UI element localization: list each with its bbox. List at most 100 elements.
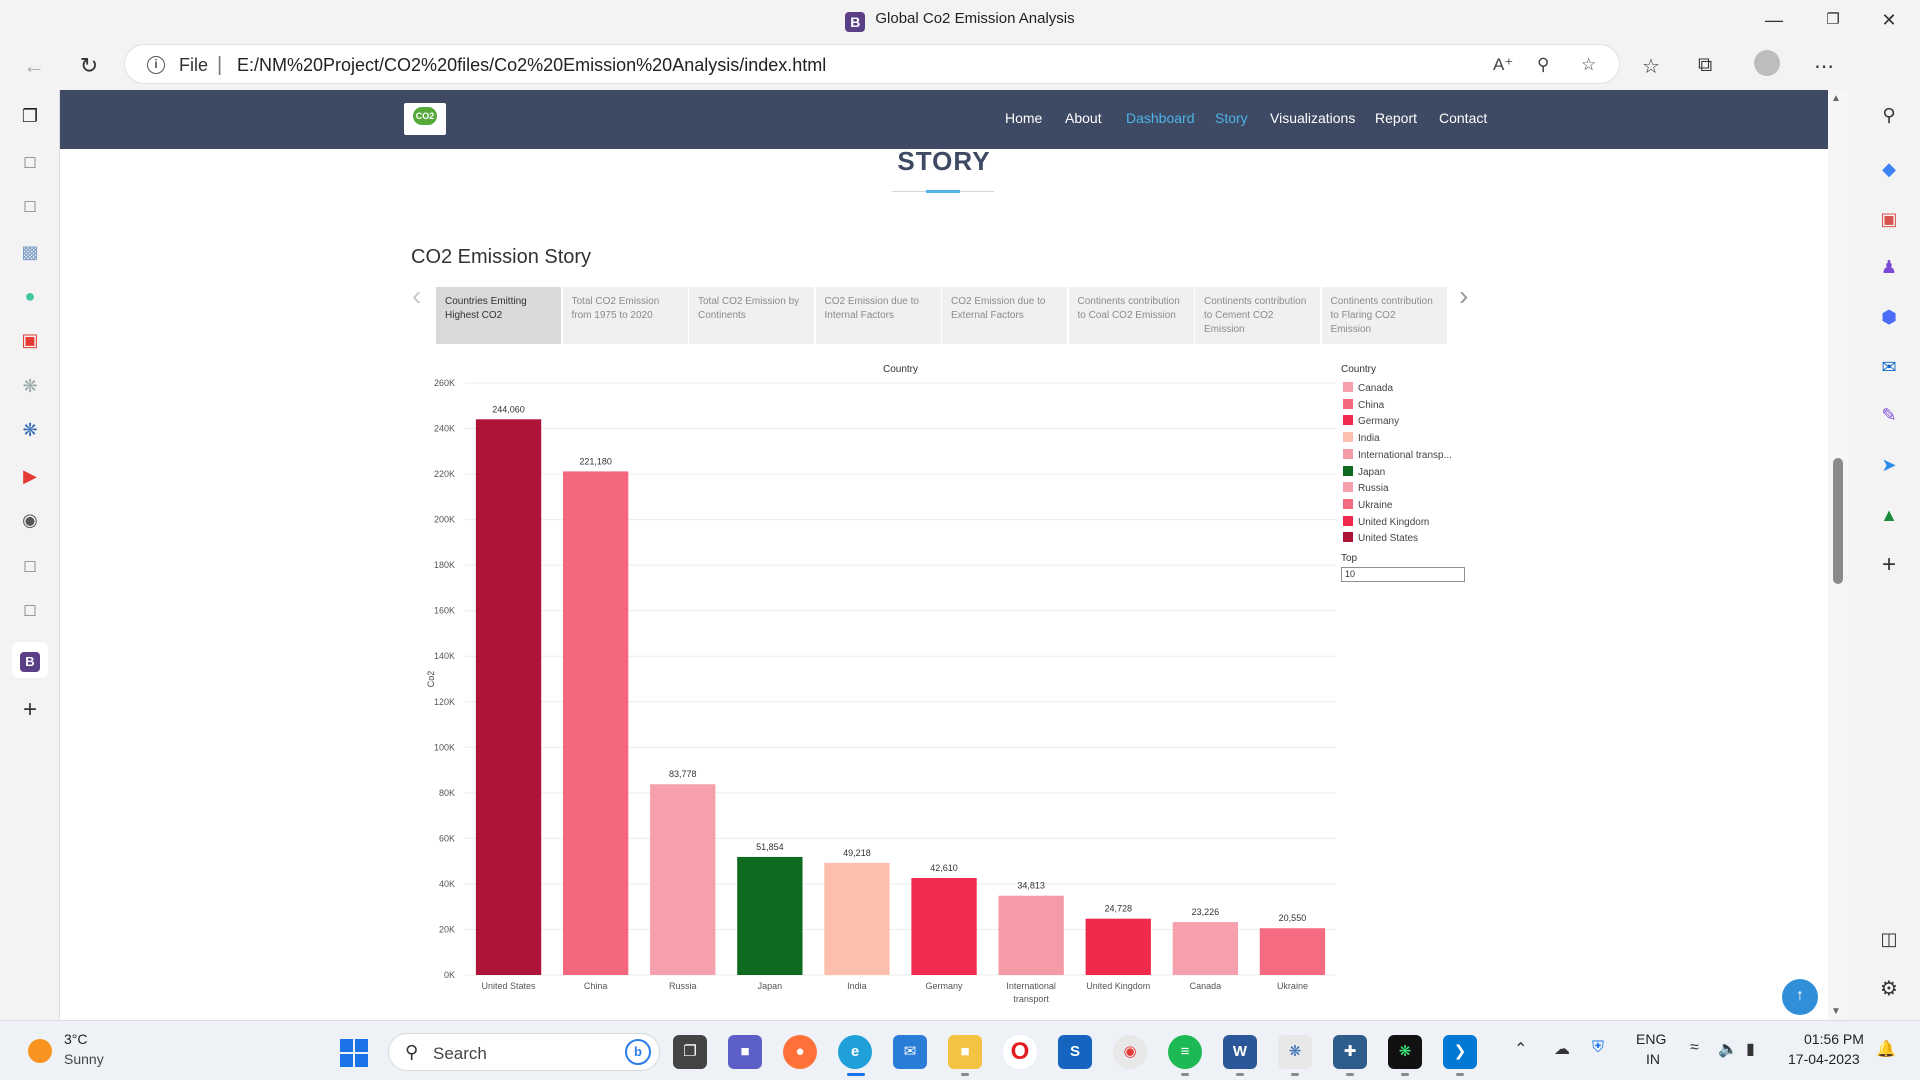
profile-avatar-icon[interactable] <box>1754 50 1780 76</box>
clock-date[interactable]: 17-04-2023 <box>1788 1051 1860 1067</box>
new-tab-icon[interactable]: + <box>22 696 37 723</box>
legend-item[interactable]: Ukraine <box>1343 498 1392 511</box>
send-icon[interactable]: ➤ <box>1881 455 1897 475</box>
tab-page-icon[interactable]: □ <box>24 556 36 576</box>
taskbar-search[interactable]: ⚲ Search b <box>388 1033 660 1071</box>
edge-icon[interactable]: e <box>838 1035 872 1069</box>
sidebar-layout-icon[interactable]: ◫ <box>1880 929 1898 949</box>
tab-active-site-icon[interactable]: B <box>12 642 48 678</box>
vscode-icon[interactable]: ❯ <box>1443 1035 1477 1069</box>
onedrive-cloud-icon[interactable]: ☁ <box>1554 1041 1570 1058</box>
app-graph-icon[interactable]: ✚ <box>1333 1035 1367 1069</box>
legend-item[interactable]: Germany <box>1343 415 1399 427</box>
wifi-icon[interactable]: ≈ <box>1690 1039 1699 1056</box>
tab-actions-icon[interactable]: ❐ <box>21 106 39 126</box>
tab-green-circle-icon[interactable]: ● <box>24 286 36 306</box>
language-indicator[interactable]: ENG <box>1636 1031 1667 1047</box>
clock-time[interactable]: 01:56 PM <box>1804 1031 1864 1047</box>
designer-icon[interactable]: ✎ <box>1881 405 1897 425</box>
microsoft-365-icon[interactable]: ⬢ <box>1881 307 1897 327</box>
volume-icon[interactable]: 🔈 <box>1718 1041 1738 1058</box>
close-icon[interactable]: ✕ <box>1881 10 1897 30</box>
tab-github-icon[interactable]: ◉ <box>22 510 38 530</box>
language-region[interactable]: IN <box>1646 1051 1660 1067</box>
opera-icon[interactable]: O <box>1003 1035 1037 1069</box>
app-green-icon[interactable]: ❋ <box>1388 1035 1422 1069</box>
story-tab[interactable]: Total CO2 Emission from 1975 to 2020 <box>562 287 688 344</box>
nav-home[interactable]: Home <box>1005 110 1043 126</box>
tools-briefcase-icon[interactable]: ▣ <box>1880 209 1898 229</box>
settings-gear-icon[interactable]: ⚙ <box>1880 978 1898 1000</box>
nav-report[interactable]: Report <box>1375 110 1418 126</box>
site-info-icon[interactable]: i <box>147 56 165 74</box>
firefox-icon[interactable]: ● <box>783 1035 817 1069</box>
start-menu-icon[interactable] <box>340 1039 368 1067</box>
story-tab[interactable]: CO2 Emission due to Internal Factors <box>815 287 941 344</box>
outlook-icon[interactable]: ✉ <box>1881 357 1897 377</box>
tab-pdf-icon[interactable]: ▣ <box>21 330 39 350</box>
story-tab[interactable]: Continents contribution to Coal CO2 Emis… <box>1068 287 1194 344</box>
tab-image-icon[interactable]: ▩ <box>21 242 39 262</box>
scrollbar-thumb[interactable] <box>1833 458 1843 584</box>
security-shield-icon[interactable]: ⛨ <box>1592 1039 1605 1056</box>
task-view-icon[interactable]: ❐ <box>673 1035 707 1069</box>
story-tab[interactable]: Continents contribution to Flaring CO2 E… <box>1321 287 1447 344</box>
legend-item[interactable]: China <box>1343 398 1384 411</box>
mail-icon[interactable]: ✉ <box>893 1035 927 1069</box>
story-tab[interactable]: Continents contribution to Cement CO2 Em… <box>1195 287 1320 344</box>
word-icon[interactable]: W <box>1223 1035 1257 1069</box>
story-tab[interactable]: Countries Emitting Highest CO2 <box>436 287 561 344</box>
battery-icon[interactable]: ▮ <box>1746 1041 1755 1058</box>
search-icon[interactable]: ⚲ <box>1882 105 1896 125</box>
tab-youtube-icon[interactable]: ▶ <box>23 466 37 486</box>
scroll-down-icon[interactable]: ▼ <box>1831 1006 1841 1017</box>
tab-tableau-icon[interactable]: ❋ <box>22 420 38 440</box>
read-aloud-icon[interactable]: A⁺ <box>1493 55 1514 74</box>
site-logo[interactable]: CO2 <box>404 103 446 135</box>
weather-condition[interactable]: Sunny <box>64 1051 104 1067</box>
tabs-next-icon[interactable]: › <box>1459 280 1469 311</box>
address-url[interactable]: E:/NM%20Project/CO2%20files/Co2%20Emissi… <box>237 55 827 75</box>
legend-item[interactable]: Canada <box>1343 382 1393 394</box>
show-hidden-icons-icon[interactable]: ⌃ <box>1514 1041 1528 1058</box>
legend-item[interactable]: India <box>1343 432 1380 444</box>
refresh-icon[interactable]: ↻ <box>79 53 99 78</box>
more-options-icon[interactable]: ⋯ <box>1814 56 1834 78</box>
back-to-top-button[interactable]: ↑ <box>1782 979 1818 1015</box>
story-tab[interactable]: Total CO2 Emission by Continents <box>689 287 814 344</box>
games-icon[interactable]: ♟ <box>1880 257 1898 277</box>
story-tab[interactable]: CO2 Emission due to External Factors <box>942 287 1067 344</box>
nav-about[interactable]: About <box>1065 110 1102 126</box>
collections-icon[interactable]: ⧉ <box>1698 54 1713 76</box>
nav-story[interactable]: Story <box>1215 110 1248 126</box>
add-favorite-icon[interactable]: ☆ <box>1581 55 1597 74</box>
tab-page-icon[interactable]: □ <box>24 196 36 216</box>
nav-contact[interactable]: Contact <box>1439 110 1488 126</box>
add-sidebar-app-icon[interactable]: + <box>1881 551 1896 578</box>
nav-visualizations[interactable]: Visualizations <box>1270 110 1356 126</box>
minimize-icon[interactable]: — <box>1765 10 1783 30</box>
teams-chat-icon[interactable]: ■ <box>728 1035 762 1069</box>
top-filter-input[interactable]: 10 <box>1341 567 1465 582</box>
favorites-icon[interactable]: ☆ <box>1642 56 1660 78</box>
address-bar[interactable]: i File | E:/NM%20Project/CO2%20files/Co2… <box>124 44 1620 84</box>
file-explorer-icon[interactable]: ■ <box>948 1035 982 1069</box>
tab-page-icon[interactable]: □ <box>24 600 36 620</box>
tree-icon[interactable]: ▲ <box>1880 505 1898 525</box>
tableau-icon[interactable]: ❋ <box>1278 1035 1312 1069</box>
restore-icon[interactable]: ❐ <box>1826 11 1840 28</box>
legend-item[interactable]: United States <box>1343 532 1418 544</box>
notifications-icon[interactable]: 🔔 <box>1876 1041 1896 1058</box>
legend-item[interactable]: Japan <box>1343 465 1385 478</box>
weather-temperature[interactable]: 3°C <box>64 1031 88 1047</box>
legend-item[interactable]: Russia <box>1343 482 1389 494</box>
zoom-out-icon[interactable]: ⚲ <box>1537 55 1550 74</box>
tab-tableau-icon[interactable]: ❋ <box>22 376 38 396</box>
weather-sun-icon[interactable] <box>28 1039 52 1063</box>
tab-page-icon[interactable]: □ <box>24 152 36 172</box>
chrome-icon[interactable]: ◉ <box>1113 1035 1147 1069</box>
legend-item[interactable]: International transp... <box>1343 448 1452 461</box>
spotify-icon[interactable]: ≡ <box>1168 1035 1202 1069</box>
legend-item[interactable]: United Kingdom <box>1343 515 1429 528</box>
app-s-icon[interactable]: S <box>1058 1035 1092 1069</box>
